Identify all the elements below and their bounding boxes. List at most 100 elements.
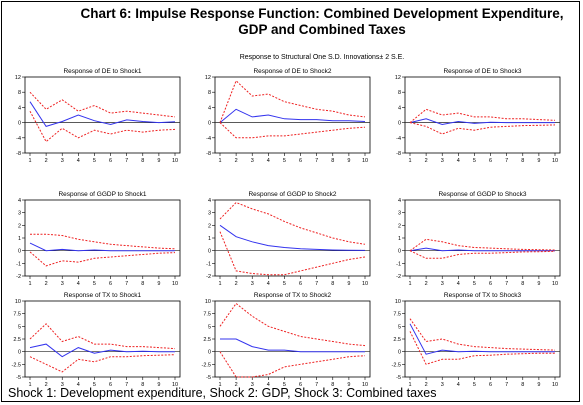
x-tick-label: 2 (235, 382, 238, 388)
y-tick-label: 4 (208, 198, 211, 204)
y-tick-label: 4 (398, 105, 401, 111)
y-tick-label: 12 (205, 75, 211, 81)
y-tick-label: 8 (208, 90, 211, 96)
lower-band-line (219, 351, 366, 378)
plot-frame (24, 199, 181, 277)
x-tick-label: 4 (457, 158, 460, 164)
response-line (219, 108, 366, 123)
x-tick-label: 7 (125, 382, 128, 388)
x-tick-label: 5 (283, 382, 286, 388)
response-line (29, 242, 175, 252)
y-tick-label: 8 (398, 90, 401, 96)
x-tick-label: 3 (61, 382, 64, 388)
panel-title: Response of DE to Shock3 (443, 68, 521, 75)
x-tick-label: 6 (489, 382, 492, 388)
x-tick-label: 5 (93, 281, 96, 287)
y-tick-label: 2.5 (203, 337, 211, 343)
response-line (409, 118, 555, 126)
x-tick-label: 7 (505, 382, 508, 388)
x-tick-label: 10 (552, 382, 558, 388)
lower-band-line (29, 110, 176, 143)
plot-frame (214, 199, 371, 277)
x-tick-label: 10 (172, 382, 178, 388)
x-tick-label: 1 (218, 158, 221, 164)
y-tick-label: -2.5 (12, 362, 21, 368)
plot-frame (404, 76, 561, 154)
title-line-2: GDP and Combined Taxes (238, 22, 406, 37)
title-line-1: Chart 6: Impulse Response Function: Comb… (80, 6, 564, 21)
x-tick-label: 7 (315, 281, 318, 287)
x-tick-label: 10 (552, 281, 558, 287)
y-tick-label: -5 (396, 375, 401, 381)
x-tick-label: 3 (441, 158, 444, 164)
y-tick-label: -4 (16, 136, 21, 142)
x-tick-label: 9 (537, 382, 540, 388)
chart-subtitle: Response to Structural One S.D. Innovati… (239, 54, 405, 61)
x-tick-label: 1 (408, 281, 411, 287)
x-tick-label: 9 (347, 382, 350, 388)
response-line (409, 323, 555, 355)
plot-frame (24, 300, 181, 378)
x-tick-label: 1 (28, 382, 31, 388)
y-tick-label: 4 (18, 198, 21, 204)
y-tick-label: 3 (208, 211, 211, 217)
x-tick-label: 6 (109, 281, 112, 287)
y-tick-label: 5 (398, 324, 401, 330)
lower-band-line (29, 354, 176, 373)
x-tick-label: 3 (61, 281, 64, 287)
x-tick-label: 5 (473, 281, 476, 287)
x-tick-label: 3 (441, 382, 444, 388)
x-tick-label: 9 (347, 281, 350, 287)
y-tick-label: -1 (396, 261, 401, 267)
panel-title: Response of GGDP to Shock2 (248, 191, 336, 198)
lower-band-line (219, 122, 366, 139)
x-tick-label: 10 (362, 281, 368, 287)
x-tick-label: 3 (251, 281, 254, 287)
x-tick-label: 9 (157, 382, 160, 388)
y-tick-label: -2 (396, 274, 401, 280)
x-tick-label: 9 (537, 158, 540, 164)
y-tick-label: 2 (18, 223, 21, 229)
y-tick-label: 1 (18, 236, 21, 242)
x-tick-label: 7 (315, 382, 318, 388)
x-tick-label: 9 (157, 281, 160, 287)
y-tick-label: 10 (15, 299, 21, 305)
y-tick-label: -8 (16, 151, 21, 157)
irf-panel: Response of TX to Shock3 -5 -2.5 0 2.5 5 7.5 10… (392, 292, 561, 388)
x-tick-label: 3 (251, 158, 254, 164)
panel-title: Response of TX to Shock1 (64, 292, 142, 299)
y-tick-label: 7.5 (393, 312, 401, 318)
upper-band-line (219, 201, 366, 245)
y-tick-label: 10 (395, 299, 401, 305)
upper-band-line (219, 302, 366, 347)
y-tick-label: 4 (208, 105, 211, 111)
panel-title: Response of TX to Shock2 (254, 292, 332, 299)
y-tick-label: 2.5 (393, 337, 401, 343)
x-tick-label: 4 (77, 281, 80, 287)
y-tick-label: 3 (398, 211, 401, 217)
x-tick-label: 7 (505, 281, 508, 287)
x-tick-label: 10 (362, 158, 368, 164)
response-line (29, 101, 176, 127)
lower-band-line (409, 122, 556, 135)
x-tick-label: 7 (505, 158, 508, 164)
y-tick-label: -2 (206, 274, 211, 280)
y-tick-label: 1 (208, 236, 211, 242)
upper-band-line (409, 108, 556, 123)
x-tick-label: 8 (331, 158, 334, 164)
x-tick-label: 2 (425, 281, 428, 287)
response-line (29, 343, 175, 358)
y-tick-label: 7.5 (203, 312, 211, 318)
y-tick-label: 0 (18, 350, 21, 356)
y-tick-label: 2 (208, 223, 211, 229)
y-tick-label: -4 (396, 136, 401, 142)
y-tick-label: 2.5 (13, 337, 21, 343)
x-tick-label: 1 (408, 382, 411, 388)
y-tick-label: -4 (206, 136, 211, 142)
x-tick-label: 5 (283, 281, 286, 287)
y-tick-label: -1 (16, 261, 21, 267)
